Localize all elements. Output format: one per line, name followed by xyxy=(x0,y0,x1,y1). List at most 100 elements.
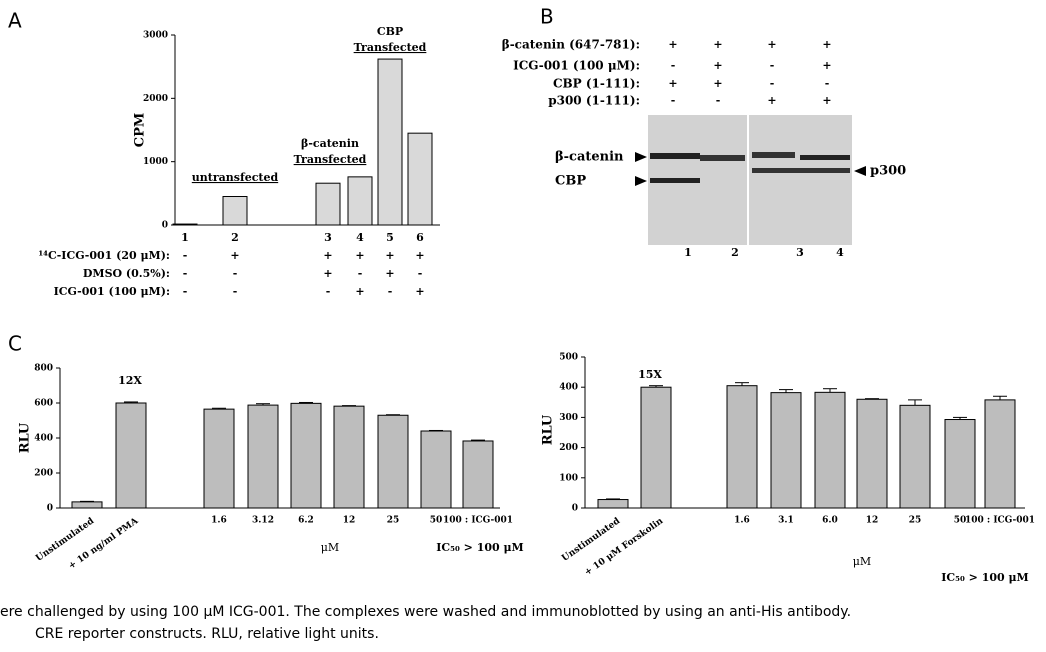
lane-label: 1 xyxy=(684,246,692,259)
y-tick-label: 1000 xyxy=(143,157,168,167)
annotation: Transfected xyxy=(354,41,427,54)
condition-sign: - xyxy=(716,94,721,107)
x-tick-label: 1.6 xyxy=(211,516,227,526)
x-tick-label: 5 xyxy=(386,231,394,244)
x-tick-label: + 10 μM Forskolin xyxy=(583,516,666,578)
condition-sign: + xyxy=(385,249,394,262)
condition-sign: + xyxy=(822,59,831,72)
annotation: untransfected xyxy=(192,171,279,184)
bar xyxy=(598,500,628,508)
condition-sign: - xyxy=(183,267,188,280)
y-tick-label: 0 xyxy=(162,221,168,231)
bar xyxy=(815,392,845,508)
y-tick-label: 600 xyxy=(34,399,53,409)
x-axis-label: μM xyxy=(321,541,339,554)
condition-sign: - xyxy=(233,285,238,298)
condition-sign: - xyxy=(358,267,363,280)
band xyxy=(752,152,795,158)
y-tick-label: 200 xyxy=(559,443,578,453)
bar xyxy=(223,197,247,226)
bar xyxy=(727,386,757,508)
bar xyxy=(348,177,372,225)
band-label: β-catenin xyxy=(555,150,624,165)
bar xyxy=(985,400,1015,508)
bar xyxy=(173,224,197,225)
x-tick-label: 100 : ICG-001 xyxy=(965,516,1035,526)
annotation: 12X xyxy=(118,374,142,387)
y-tick-label: 800 xyxy=(34,364,53,374)
y-axis-label: CPM xyxy=(133,113,148,148)
condition-label: ICG-001 (100 μM): xyxy=(513,59,640,73)
x-tick-label: 3 xyxy=(324,231,332,244)
arrow xyxy=(635,176,647,186)
y-tick-label: 500 xyxy=(559,353,578,363)
condition-sign: + xyxy=(415,285,424,298)
condition-sign: + xyxy=(713,77,722,90)
x-tick-label: 25 xyxy=(387,516,400,526)
y-tick-label: 100 xyxy=(559,473,578,483)
y-tick-label: 400 xyxy=(559,383,578,393)
condition-label: CBP (1-111): xyxy=(553,77,640,91)
condition-sign: - xyxy=(671,59,676,72)
y-axis-label: RLU xyxy=(541,414,556,445)
condition-label: ¹⁴C-ICG-001 (20 μM): xyxy=(38,249,170,262)
condition-sign: - xyxy=(418,267,423,280)
x-tick-label: 4 xyxy=(356,231,364,244)
condition-sign: + xyxy=(767,94,776,107)
condition-sign: + xyxy=(355,249,364,262)
bar xyxy=(291,403,321,508)
bar xyxy=(316,183,340,225)
condition-sign: + xyxy=(230,249,239,262)
condition-label: p300 (1-111): xyxy=(548,94,640,108)
figure: A B C β-catenin CBP p300 ere challenged … xyxy=(0,0,1046,652)
bar xyxy=(421,431,451,508)
bar xyxy=(641,387,671,508)
condition-sign: - xyxy=(183,249,188,262)
x-tick-label: 12 xyxy=(343,516,356,526)
bar xyxy=(204,409,234,508)
y-tick-label: 2000 xyxy=(143,94,168,104)
note: IC₅₀ > 100 μM xyxy=(436,541,523,554)
y-tick-label: 300 xyxy=(559,413,578,423)
condition-sign: + xyxy=(385,267,394,280)
x-tick-label: 1.6 xyxy=(734,516,750,526)
annotation: 15X xyxy=(638,368,662,381)
x-tick-label: 12 xyxy=(866,516,879,526)
bar xyxy=(378,415,408,508)
x-axis-label: μM xyxy=(853,555,871,568)
band-label: p300 xyxy=(870,164,906,179)
condition-sign: - xyxy=(388,285,393,298)
annotation: β-catenin xyxy=(301,137,359,150)
condition-sign: - xyxy=(183,285,188,298)
y-tick-label: 200 xyxy=(34,469,53,479)
x-tick-label: 3.1 xyxy=(778,516,794,526)
x-tick-label: 2 xyxy=(231,231,239,244)
x-tick-label: 100 : ICG-001 xyxy=(443,516,513,526)
condition-label: DMSO (0.5%): xyxy=(83,267,170,280)
bar xyxy=(72,502,102,508)
condition-sign: + xyxy=(767,38,776,51)
note: IC₅₀ > 100 μM xyxy=(941,571,1028,584)
condition-sign: - xyxy=(770,77,775,90)
y-axis-label: RLU xyxy=(18,422,33,453)
arrow xyxy=(854,166,866,176)
bar xyxy=(463,441,493,508)
y-tick-label: 400 xyxy=(34,434,53,444)
arrow xyxy=(635,152,647,162)
lane-label: 3 xyxy=(796,246,804,259)
condition-sign: - xyxy=(770,59,775,72)
condition-sign: - xyxy=(326,285,331,298)
bar xyxy=(771,393,801,508)
annotation: CBP xyxy=(377,25,403,38)
condition-sign: + xyxy=(355,285,364,298)
condition-label: β-catenin (647-781): xyxy=(502,38,640,52)
x-tick-label: 6.0 xyxy=(822,516,838,526)
band xyxy=(650,153,700,159)
condition-sign: - xyxy=(825,77,830,90)
bar xyxy=(408,133,432,225)
band xyxy=(700,155,745,161)
condition-sign: + xyxy=(713,38,722,51)
panel-label: C xyxy=(8,332,22,356)
bar xyxy=(116,403,146,508)
x-tick-label: 6 xyxy=(416,231,424,244)
